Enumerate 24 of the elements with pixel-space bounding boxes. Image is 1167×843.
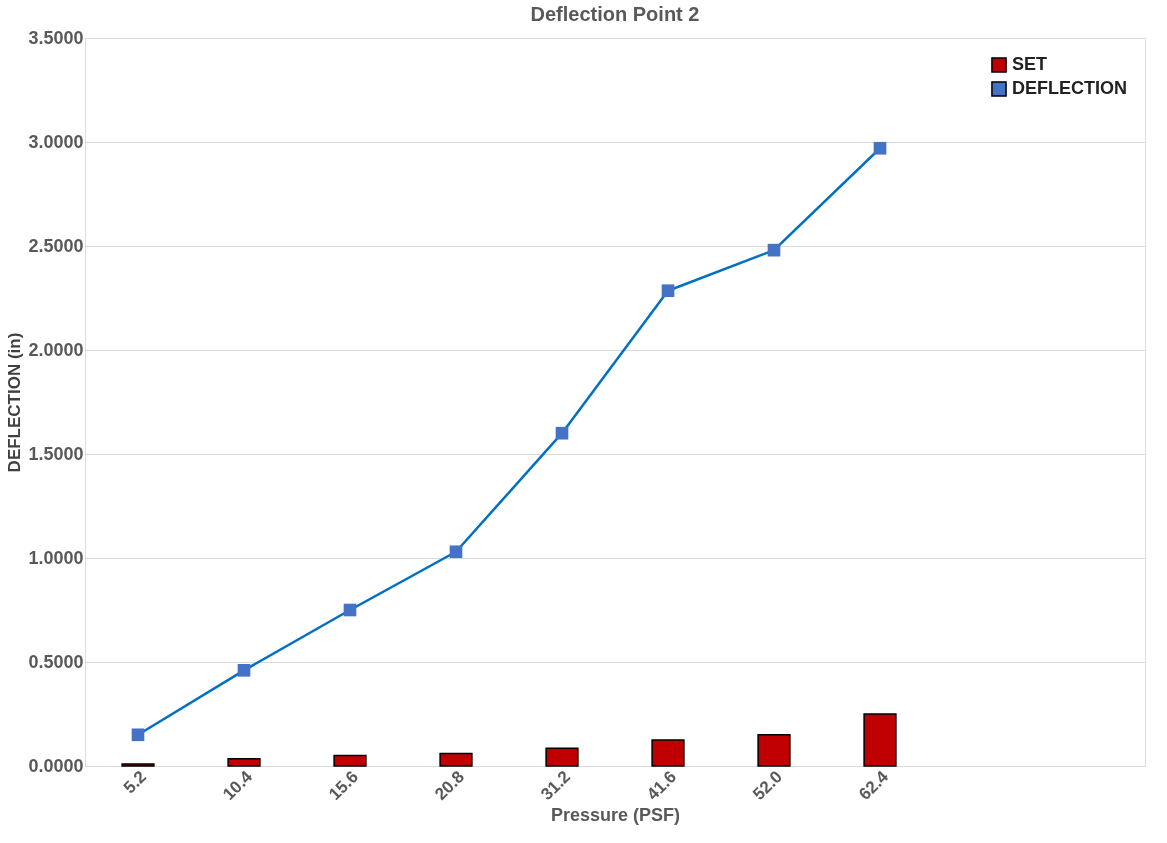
y-tick-label: 1.5000 [28, 443, 84, 464]
point [661, 284, 675, 298]
x-axis-title: Pressure (PSF) [550, 805, 681, 826]
y-tick-label: 3.0000 [28, 131, 84, 152]
y-tick-label: 0.5000 [28, 651, 84, 672]
y-tick-label: 1.0000 [28, 547, 84, 568]
x-tick-label: 62.4 [855, 766, 893, 804]
point [767, 243, 781, 257]
point [873, 141, 887, 155]
point [555, 426, 569, 440]
point [449, 545, 463, 559]
chart-title: Deflection Point 2 [530, 3, 700, 25]
y-tick-label: 3.5000 [28, 27, 84, 48]
point [131, 728, 145, 742]
y-axis-title: DEFLECTION (in) [5, 332, 25, 473]
x-tick-label: 41.6 [643, 767, 681, 804]
point [237, 664, 251, 677]
legend-label: SET [1012, 54, 1048, 74]
point [343, 603, 357, 617]
y-tick-label: 2.0000 [28, 339, 84, 360]
y-tick-label: 2.5000 [28, 235, 84, 256]
x-tick-label: 5.2 [119, 767, 151, 798]
legend-label: DEFLECTION [1012, 78, 1127, 98]
y-tick-label: 0.0000 [28, 755, 84, 776]
